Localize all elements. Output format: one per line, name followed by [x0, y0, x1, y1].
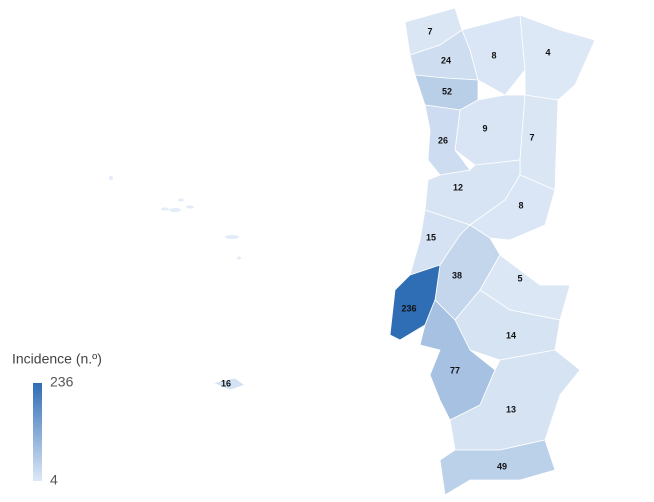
region-label: 26: [438, 135, 448, 145]
legend-title: Incidence (n.º): [12, 351, 102, 367]
region-label: 7: [529, 132, 534, 142]
region-label: 236: [401, 303, 416, 313]
region-label: 12: [453, 182, 463, 192]
region: [211, 377, 246, 391]
region-label: 49: [497, 461, 507, 471]
region: [469, 174, 556, 241]
region-label: 24: [441, 55, 451, 65]
region-label: 8: [491, 50, 496, 60]
region: [519, 94, 559, 191]
region-label: 4: [545, 47, 550, 57]
legend-min-label: 4: [50, 472, 58, 488]
legend-max-label: 236: [50, 374, 74, 390]
region-label: 16: [221, 378, 231, 388]
legend-bar: [33, 383, 42, 481]
azores: [109, 176, 241, 260]
region-label: 9: [482, 123, 487, 133]
region: [439, 439, 556, 496]
region-label: 7: [427, 26, 432, 36]
region-label: 15: [426, 232, 436, 242]
region-label: 14: [506, 330, 516, 340]
region-label: 5: [517, 273, 522, 283]
region: [389, 264, 441, 341]
region: [519, 14, 596, 101]
region-label: 8: [518, 200, 523, 210]
region-label: 38: [452, 270, 462, 280]
region-label: 52: [442, 86, 452, 96]
region-label: 13: [506, 404, 516, 414]
region-label: 77: [450, 365, 460, 375]
